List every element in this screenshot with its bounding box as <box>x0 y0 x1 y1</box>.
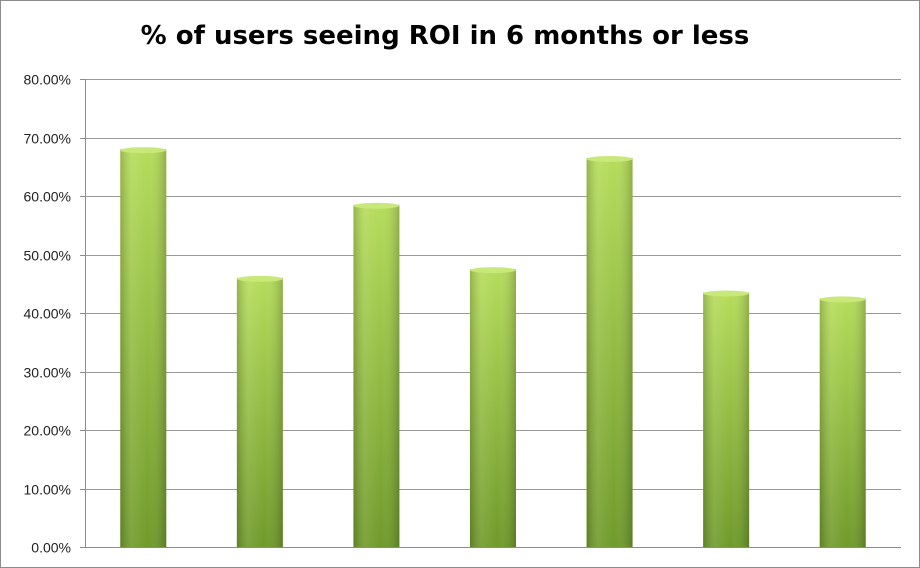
bar-shading <box>470 269 516 547</box>
bar-shading <box>236 277 283 547</box>
bar-top-cap <box>120 147 167 154</box>
axes <box>85 79 901 548</box>
bar-shading <box>819 298 866 547</box>
bar <box>120 147 167 547</box>
bar-top-cap <box>586 155 633 162</box>
y-tick-label: 0.00% <box>31 540 71 556</box>
bar-top-cap <box>236 275 283 282</box>
y-tick-label: 70.00% <box>24 131 71 147</box>
bar-top-cap <box>353 202 400 209</box>
bar-shading <box>353 204 400 547</box>
y-tick-label: 50.00% <box>24 248 71 264</box>
y-tick-label: 30.00% <box>24 365 71 381</box>
y-tick-label: 80.00% <box>24 72 71 88</box>
bar-shading <box>120 149 167 547</box>
bar <box>586 155 633 547</box>
y-tick-label: 60.00% <box>24 189 71 205</box>
y-tick-label: 40.00% <box>24 306 71 322</box>
bar <box>353 202 400 547</box>
bar-shading <box>703 292 750 547</box>
bar-shading <box>586 157 633 547</box>
bar <box>470 267 516 547</box>
bar-top-cap <box>819 296 866 303</box>
bar <box>819 296 866 547</box>
y-tick-label: 10.00% <box>24 482 71 498</box>
bars <box>120 147 866 547</box>
bar <box>703 290 750 547</box>
chart-title: % of users seeing ROI in 6 months or les… <box>140 21 750 51</box>
bar <box>236 275 283 547</box>
y-tick-label: 20.00% <box>24 423 71 439</box>
bar-top-cap <box>703 290 750 297</box>
y-axis-ticks: 0.00% 10.00% 20.00% 30.00% 40.00% 50.00% 60.00… <box>24 72 85 556</box>
bar-top-cap <box>470 267 516 274</box>
